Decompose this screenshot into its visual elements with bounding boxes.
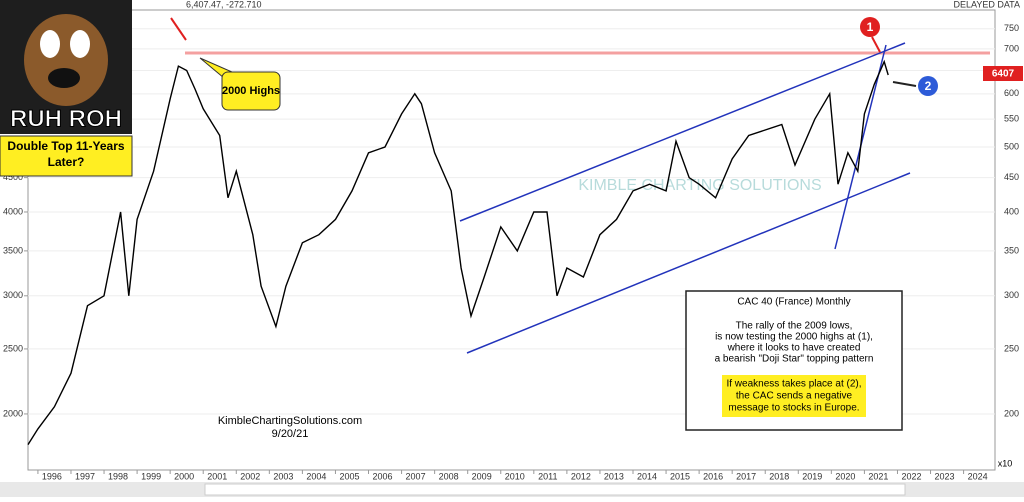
x-tick-label: 2014 (637, 471, 657, 481)
x-tick-label: 2001 (207, 471, 227, 481)
marker-1 (860, 17, 880, 37)
x-tick-label: 2011 (538, 471, 557, 481)
arrow-2 (892, 81, 917, 87)
scale-note: x10 (998, 458, 1013, 468)
price-label: 6407 (992, 69, 1015, 80)
note-highlight-line: message to stocks in Europe. (728, 403, 859, 414)
note-line: where it looks to have created (727, 343, 861, 354)
x-tick-label: 2021 (868, 471, 888, 481)
y-tick-label: 350 (1004, 245, 1019, 255)
y2-tick-label: 3000 (3, 290, 23, 300)
callout-box (221, 71, 281, 111)
note-highlight-line: If weakness takes place at (2), (726, 379, 861, 390)
y-tick-label: 250 (1004, 343, 1019, 353)
channel-lower (466, 172, 911, 354)
arrow-2000 (170, 17, 187, 41)
x-tick-label: 2002 (240, 471, 260, 481)
y2-tick-label: 2000 (3, 408, 23, 418)
y-tick-label: 550 (1004, 114, 1019, 124)
dog-head (24, 14, 108, 106)
x-tick-label: 2009 (472, 471, 492, 481)
x-tick-label: 2019 (802, 471, 822, 481)
y2-tick-label: 4000 (3, 206, 23, 216)
y-tick-label: 450 (1004, 172, 1019, 182)
y-tick-label: 700 (1004, 43, 1019, 53)
x-tick-label: 2023 (935, 471, 955, 481)
x-tick-label: 2007 (406, 471, 426, 481)
note-highlight-line: the CAC sends a negative (736, 391, 853, 402)
x-tick-label: 2008 (439, 471, 459, 481)
scrollbar-thumb[interactable] (204, 483, 906, 496)
dog-eye (40, 30, 60, 58)
meme-caption: RUH ROH (10, 105, 122, 132)
x-tick-label: 1997 (75, 471, 95, 481)
note-text: The rally of the 2009 lows,is now testin… (715, 321, 874, 417)
x-tick-label: 2017 (736, 471, 756, 481)
marker-1-label: 1 (867, 20, 874, 34)
x-tick-label: 2015 (670, 471, 690, 481)
note-line: The rally of the 2009 lows, (736, 321, 853, 332)
note-line: a bearish "Doji Star" topping pattern (715, 354, 874, 365)
x-tick-label: 2005 (339, 471, 359, 481)
x-tick-label: 2018 (769, 471, 789, 481)
x-tick-label: 1998 (108, 471, 128, 481)
website: KimbleChartingSolutions.com (218, 415, 362, 427)
plot-frame (27, 9, 996, 471)
y-tick-label: 300 (1004, 290, 1019, 300)
price-line (27, 59, 889, 445)
x-tick-label: 2003 (273, 471, 293, 481)
y2-tick-label: 3500 (3, 245, 23, 255)
y2-tick-label: 4500 (3, 172, 23, 182)
y-tick-label: 500 (1004, 141, 1019, 151)
x-tick-label: 2024 (968, 471, 988, 481)
callout-text: 2000 Highs (222, 85, 280, 97)
y-tick-label: 400 (1004, 206, 1019, 216)
date: 9/20/21 (272, 428, 309, 440)
marker-2-label: 2 (925, 79, 932, 93)
channel-upper (459, 42, 906, 222)
x-tick-label: 2004 (306, 471, 326, 481)
price-box (983, 66, 1023, 81)
y-tick-label: 600 (1004, 88, 1019, 98)
x-tick-label: 1996 (42, 471, 62, 481)
y-tick-label: 200 (1004, 408, 1019, 418)
note-title: CAC 40 (France) Monthly (737, 297, 850, 308)
x-tick-label: 2022 (901, 471, 921, 481)
x-tick-label: 2012 (571, 471, 591, 481)
x-tick-label: 2000 (174, 471, 194, 481)
header-values: 6,407.47, -272.710 (186, 0, 262, 9)
marker-2 (918, 76, 938, 96)
note-line: is now testing the 2000 highs at (1), (715, 332, 873, 343)
dog-eye (70, 30, 90, 58)
dog-nose (48, 68, 80, 88)
delayed-label: DELAYED DATA (953, 0, 1020, 9)
x-tick-label: 2016 (703, 471, 723, 481)
question-wrap: Double Top 11-Years Later? (7, 139, 125, 169)
x-tick-label: 2020 (835, 471, 855, 481)
y2-tick-label: 2500 (3, 343, 23, 353)
note-highlight (722, 375, 866, 417)
x-tick-label: 2006 (373, 471, 393, 481)
series-group (27, 59, 889, 445)
x-tick-label: 2010 (505, 471, 525, 481)
meme-question: Double Top 11-Years Later? (7, 139, 125, 169)
x-tick-label: 2013 (604, 471, 624, 481)
y-tick-label: 750 (1004, 23, 1019, 33)
arrow-1 (871, 36, 881, 53)
question-box (0, 135, 133, 177)
x-tick-label: 1999 (141, 471, 161, 481)
